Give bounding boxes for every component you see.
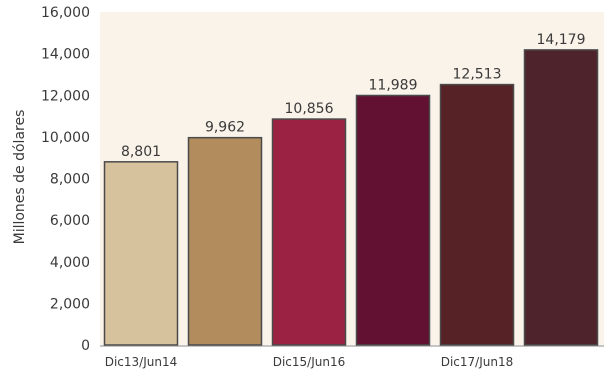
- x-axis-ticks: Dic13/Jun14 Dic15/Jun16 Dic17/Jun18: [105, 355, 514, 369]
- bar-value-label: 11,989: [369, 77, 418, 93]
- y-tick-label: 0: [81, 338, 90, 354]
- bars: [103, 49, 599, 346]
- y-tick-label: 6,000: [50, 213, 90, 229]
- bar: [355, 94, 431, 346]
- plot-background: [100, 12, 604, 345]
- bar-value-label: 12,513: [453, 67, 502, 83]
- bar-value-label: 14,179: [537, 32, 586, 48]
- y-tick-label: 4,000: [50, 255, 90, 271]
- bar: [439, 83, 515, 346]
- x-tick-label: Dic15/Jun16: [273, 355, 346, 369]
- y-tick-label: 16,000: [41, 5, 90, 21]
- bar: [523, 49, 599, 346]
- x-tick-label: Dic13/Jun14: [105, 355, 178, 369]
- data-labels: 8,801 9,962 10,856 11,989 12,513 14,179: [121, 32, 586, 160]
- bar-value-label: 9,962: [205, 120, 245, 136]
- y-tick-label: 14,000: [41, 47, 90, 63]
- bar: [103, 161, 179, 346]
- bar: [271, 118, 347, 346]
- y-axis-ticks: 0 2,000 4,000 6,000 8,000 10,000 12,000 14,000 1…: [41, 5, 90, 354]
- y-tick-label: 2,000: [50, 296, 90, 312]
- bar: [187, 136, 263, 346]
- y-axis-label: Millones de dólares: [12, 110, 28, 245]
- bar-value-label: 10,856: [285, 101, 334, 117]
- y-tick-label: 10,000: [41, 130, 90, 146]
- bar-value-label: 8,801: [121, 144, 161, 160]
- y-tick-label: 8,000: [50, 172, 90, 188]
- x-tick-label: Dic17/Jun18: [441, 355, 514, 369]
- y-tick-label: 12,000: [41, 88, 90, 104]
